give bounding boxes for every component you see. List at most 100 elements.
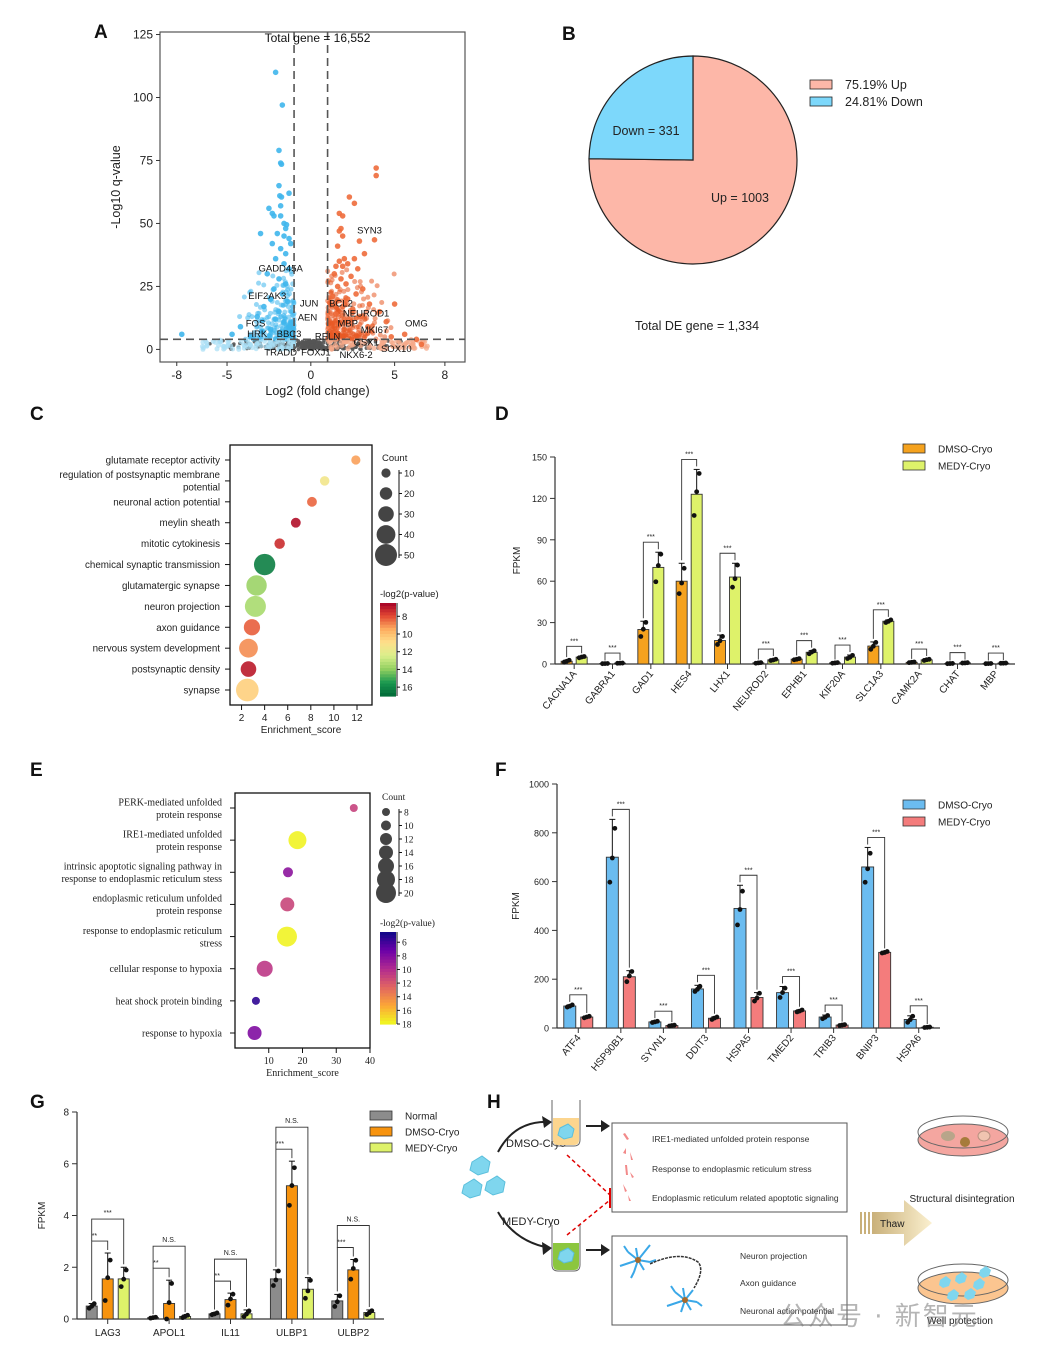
data-point [607,879,613,885]
data-point [679,580,685,586]
pie-label-down: Down = 331 [612,124,679,138]
term-label: neuronal action potential [113,497,220,508]
top-box-item: IRE1-mediated unfolded protein response [652,1134,810,1144]
significance-label: *** [915,641,923,648]
significance-label: *** [800,633,808,640]
down-point [277,331,284,338]
color-bar-segment [380,640,396,644]
up-point [339,263,346,270]
color-bar-label: 14 [402,993,412,1003]
x-tick-label: ULBP2 [337,1328,369,1339]
down-point [286,235,292,242]
down-point [266,205,272,212]
dmso-cryo-label: DMSO-Cryo [506,1138,566,1150]
gene-label: BCL2 [329,299,353,310]
down-point [241,294,247,300]
data-point [271,1283,276,1288]
ns-point [359,347,363,352]
up-point [336,258,343,265]
up-point [353,291,359,297]
up-point [371,292,377,298]
data-point [643,619,649,625]
gene-label: MBP [337,319,358,330]
significance-label: ** [153,1260,159,1267]
gene-label: FOS [246,319,266,330]
gene-label: GADD45A [258,263,303,274]
data-point [225,1302,231,1308]
data-point [348,1276,354,1282]
significance-bracket [604,652,621,661]
x-tick-label: SLC1A3 [854,669,887,705]
up-point [361,250,368,257]
significance-label: *** [744,867,752,874]
size-legend-label: 14 [404,849,414,859]
bar [878,951,892,1029]
down-point [284,298,291,305]
data-point [777,995,783,1000]
size-legend-bubble [378,858,394,874]
color-bar-segment [380,1020,396,1025]
data-point [694,489,700,495]
data-point [717,638,723,644]
up-point [343,281,349,287]
up-point [341,288,347,294]
data-point [102,1298,108,1303]
gene-label: SYN3 [357,226,382,237]
term-label: glutamate receptor activity [106,456,220,467]
color-bar-segment [380,612,396,616]
color-bar-segment [380,668,396,672]
y-axis-label: -Log10 q-value [109,145,123,228]
legend-label: MEDY-Cryo [938,818,991,829]
up-point [348,273,354,280]
ns-point [317,346,321,351]
bar [882,620,895,665]
data-point [185,1312,191,1318]
size-legend-label: 20 [404,489,415,500]
significance-bracket [569,994,588,1014]
gene-label: EIF2AK3 [248,291,286,302]
up-point [336,332,342,338]
gene-label: FOXJ1 [301,348,331,359]
significance-bracket [654,1010,673,1023]
medy-tube-icon [551,1225,581,1272]
color-bar-segment [380,968,396,973]
color-bar-segment [380,950,396,955]
significance-label: *** [647,534,655,541]
significance-bracket [739,874,758,990]
significance-label: *** [992,645,1000,652]
data-point [609,855,615,861]
down-point-faint [248,342,254,348]
x-tick-label: 40 [365,1056,375,1067]
x-tick-label: 30 [331,1056,341,1067]
data-point [166,1300,172,1305]
significance-bracket [696,974,715,1014]
color-bar-segment [380,686,396,691]
down-point-faint [241,345,247,351]
down-point [289,271,295,277]
pie-label-up: Up = 1003 [711,191,769,205]
significance-bracket [867,836,886,949]
bar [563,1005,577,1029]
up-point [333,311,339,317]
size-legend-bubble [382,808,390,816]
significance-label: *** [104,1210,112,1217]
term-label: intrinsic apoptotic signaling pathway in [64,862,222,873]
up-point [339,303,346,310]
data-point [888,617,894,623]
size-legend-label: 30 [404,510,415,521]
data-point [681,565,687,571]
significance-label: ** [92,1233,98,1240]
up-point [413,336,420,343]
down-point [287,308,293,314]
x-tick-label: APOL1 [153,1328,186,1339]
thaw-arrow-icon [860,1200,932,1246]
gene-label: NKX6-2 [339,350,372,361]
term-bubble [251,996,260,1005]
er-stress-bubble-chart-e: PERK-mediated unfolded protein response IR… [61,792,435,1078]
up-point [351,301,357,307]
term-label: response to endoplasmic reticulum stess [61,874,222,885]
size-legend-label: 10 [404,822,414,832]
up-point [359,302,365,308]
x-tick-label: 10 [264,1056,274,1067]
down-point [229,331,235,338]
